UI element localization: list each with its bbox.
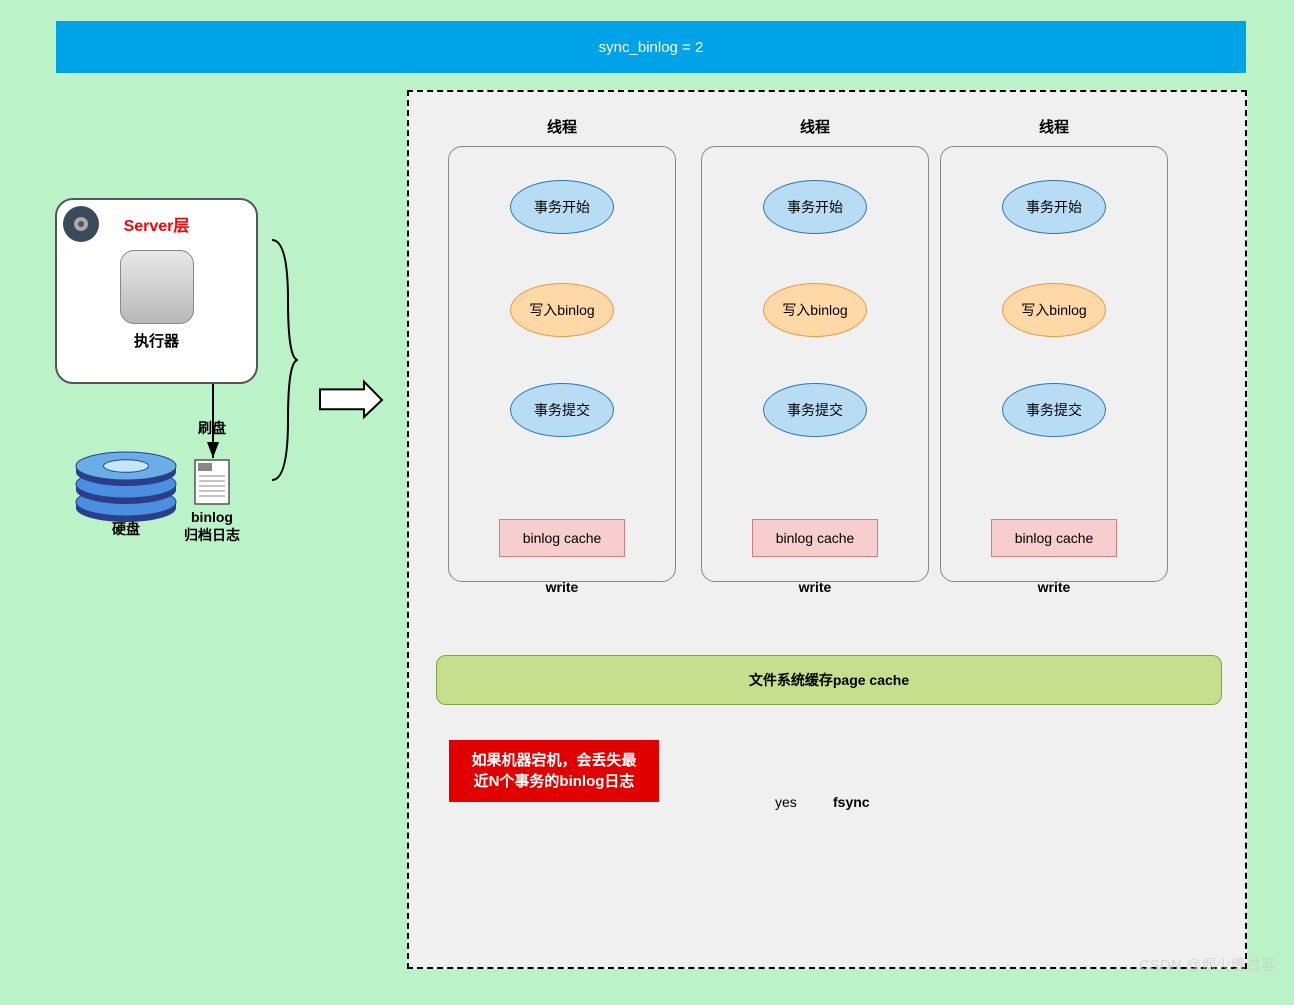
warn-box: 如果机器宕机，会丢失最近N个事务的binlog日志 [449, 740, 659, 802]
flush-label: 刷盘 [188, 418, 236, 438]
flow-node: 事务开始 [763, 180, 867, 234]
flow-node: 写入binlog [1002, 283, 1106, 337]
title-bar: sync_binlog = 2 [56, 21, 1246, 73]
write-label: write [532, 579, 592, 595]
svg-text:归档日志: 归档日志 [184, 527, 240, 543]
yes-label: yes [775, 794, 797, 810]
gear-icon [120, 250, 194, 324]
fsync-label: fsync [833, 794, 870, 810]
flow-node: 事务提交 [510, 383, 614, 437]
flow-node: 事务提交 [1002, 383, 1106, 437]
flow-node: 事务开始 [510, 180, 614, 234]
cache-box: binlog cache [752, 519, 878, 557]
flow-node: 写入binlog [763, 283, 867, 337]
write-label: write [1024, 579, 1084, 595]
page-cache: 文件系统缓存page cache [436, 655, 1222, 705]
cache-box: binlog cache [991, 519, 1117, 557]
thread-title: 线程 [765, 116, 865, 137]
executor-label: 执行器 [57, 330, 256, 351]
thread-title: 线程 [1004, 116, 1104, 137]
diagram-canvas: 硬盘binlog归档日志累加事务数==N硬盘binlog归档日志sync_bin… [0, 0, 1294, 1005]
thread-title: 线程 [512, 116, 612, 137]
watermark: CSDN @烟火缠过客 [1139, 954, 1276, 975]
svg-text:binlog: binlog [191, 509, 233, 525]
server-box: Server层 执行器 [55, 198, 258, 384]
write-label: write [785, 579, 845, 595]
cache-box: binlog cache [499, 519, 625, 557]
flow-node: 写入binlog [510, 283, 614, 337]
flow-node: 事务开始 [1002, 180, 1106, 234]
svg-text:硬盘: 硬盘 [112, 521, 140, 537]
flow-node: 事务提交 [763, 383, 867, 437]
server-title: Server层 [57, 212, 256, 236]
